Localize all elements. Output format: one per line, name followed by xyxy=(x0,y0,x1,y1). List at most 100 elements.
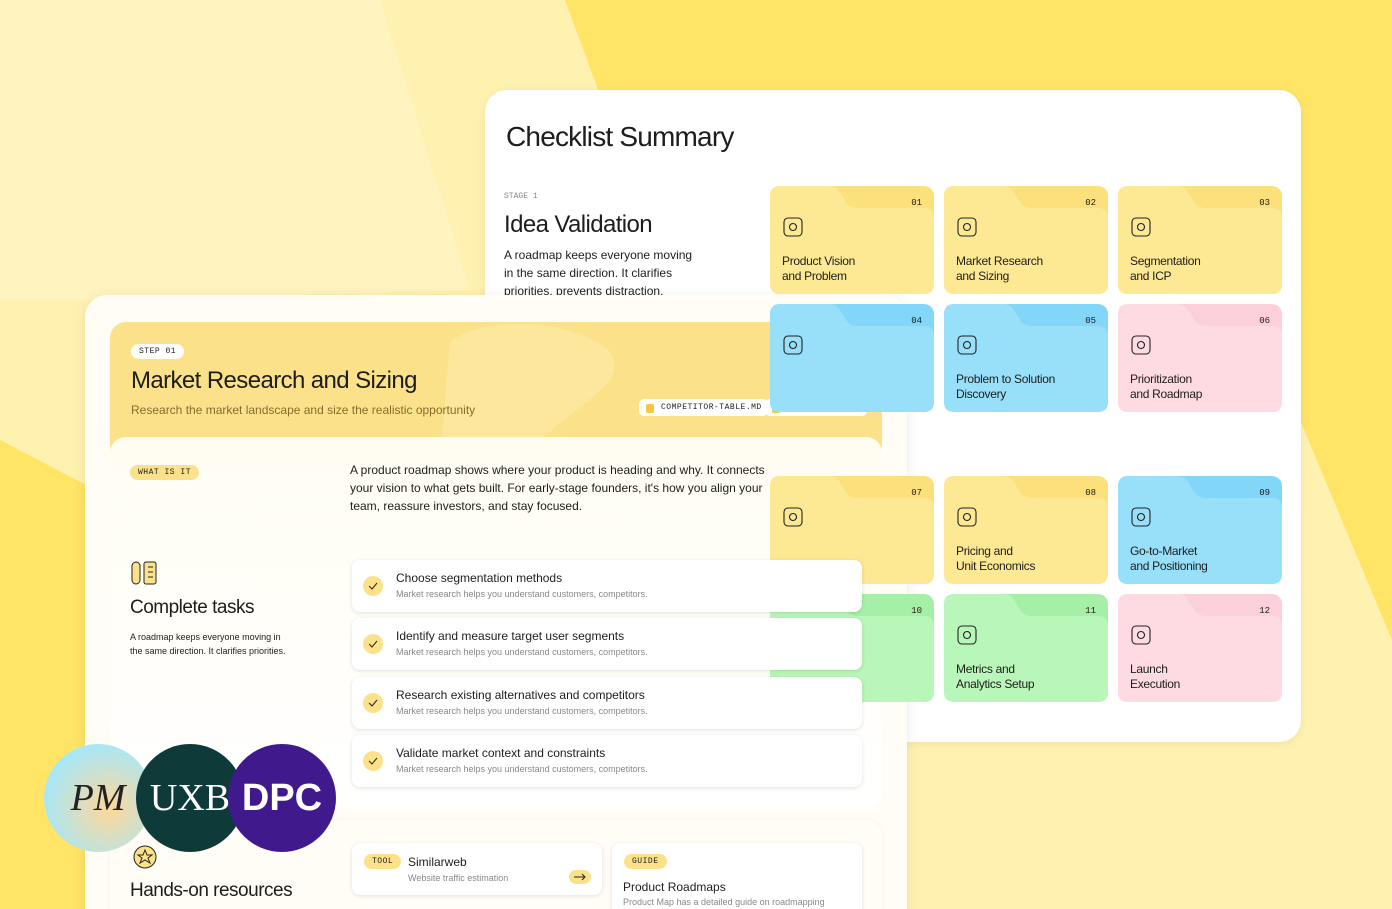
card-label: Pricing and Unit Economics xyxy=(956,544,1035,574)
card-number: 03 xyxy=(1259,198,1270,208)
resource-tag: TOOL xyxy=(364,854,402,869)
folder-card[interactable]: 05 Problem to Solution Discovery xyxy=(944,304,1108,412)
logo[interactable]: PM xyxy=(44,744,152,852)
card-label: Go-to-Market and Positioning xyxy=(1130,544,1208,574)
stage-title: Idea Validation xyxy=(504,211,653,238)
check-icon xyxy=(363,634,383,654)
card-number: 05 xyxy=(1085,316,1096,326)
folder-shape xyxy=(770,304,934,412)
tasks-title: Complete tasks xyxy=(130,597,254,618)
card-number: 10 xyxy=(911,606,922,616)
folder-shape xyxy=(1118,476,1282,584)
text-line: Go-to-Market xyxy=(1130,544,1198,558)
folder-card[interactable]: 04 xyxy=(770,304,934,412)
card-number: 06 xyxy=(1259,316,1270,326)
arrow[interactable] xyxy=(569,870,591,884)
folder-shape xyxy=(770,476,934,584)
folder-card[interactable]: 12 Launch Execution xyxy=(1118,594,1282,702)
card-label: Problem to Solution Discovery xyxy=(956,372,1055,402)
folder-shape xyxy=(944,304,1108,412)
folder-shape xyxy=(770,186,934,294)
task-title: Validate market context and constraints xyxy=(396,746,606,760)
text-line: A roadmap keeps everyone moving xyxy=(504,248,693,262)
text-line: Prioritization xyxy=(1130,372,1192,386)
text-line: and ICP xyxy=(1130,269,1172,283)
resource-title: Similarweb xyxy=(408,855,467,869)
resource-card[interactable] xyxy=(352,843,602,895)
text-line: Unit Economics xyxy=(956,559,1036,573)
card-number: 02 xyxy=(1085,198,1096,208)
file-chip[interactable]: COMPETITOR-TABLE.MD xyxy=(639,399,768,416)
folder-shape xyxy=(944,476,1108,584)
step-tag: STEP 01 xyxy=(131,344,185,359)
card-label: Market Research and Sizing xyxy=(956,254,1043,284)
task-item[interactable]: Identify and measure target user segment… xyxy=(352,618,862,670)
task-text: Market research helps you understand cus… xyxy=(396,764,648,774)
folder-card[interactable]: 09 Go-to-Market and Positioning xyxy=(1118,476,1282,584)
task-text: Market research helps you understand cus… xyxy=(396,647,648,657)
what-tag: WHAT IS IT xyxy=(130,465,200,480)
task-title: Choose segmentation methods xyxy=(396,571,563,585)
text-line: Problem to Solution xyxy=(956,372,1056,386)
folder-shape xyxy=(944,186,1108,294)
check-icon xyxy=(363,576,383,596)
card-label: Product Vision and Problem xyxy=(782,254,855,284)
resource-text: Website traffic estimation xyxy=(408,873,509,883)
card-number: 04 xyxy=(911,316,922,326)
folder-card[interactable]: 11 Metrics and Analytics Setup xyxy=(944,594,1108,702)
card-number: 11 xyxy=(1085,606,1096,616)
text-line: and Roadmap xyxy=(1130,387,1203,401)
card-number: 08 xyxy=(1085,488,1096,498)
tasks-icon xyxy=(131,561,157,585)
text-line: and Sizing xyxy=(956,269,1010,283)
card-number: 09 xyxy=(1259,488,1270,498)
folder-card[interactable]: 07 xyxy=(770,476,934,584)
text-line: Pricing and xyxy=(956,544,1013,558)
folder-shape xyxy=(944,594,1108,702)
step-subtitle: Research the market landscape and size t… xyxy=(131,403,476,417)
folder-card[interactable]: 08 Pricing and Unit Economics xyxy=(944,476,1108,584)
text-line: and Positioning xyxy=(1130,559,1208,573)
resource-title: Product Roadmaps xyxy=(623,880,726,894)
card-number: 12 xyxy=(1259,606,1270,616)
folder-card[interactable]: 01 Product Vision and Problem xyxy=(770,186,934,294)
text-line: Product Vision xyxy=(782,254,855,268)
folder-card[interactable]: 02 Market Research and Sizing xyxy=(944,186,1108,294)
check-icon xyxy=(363,751,383,771)
card-label: Prioritization and Roadmap xyxy=(1130,372,1202,402)
task-item[interactable]: Research existing alternatives and compe… xyxy=(352,677,862,729)
text-line: Analytics Setup xyxy=(956,677,1035,691)
resource-tag: GUIDE xyxy=(624,854,667,869)
what-text: A product roadmap shows where your produ… xyxy=(350,463,765,513)
step-title: Market Research and Sizing xyxy=(131,367,417,394)
folder-card[interactable]: 03 Segmentation and ICP xyxy=(1118,186,1282,294)
task-item[interactable]: Validate market context and constraints M… xyxy=(352,735,862,787)
card-label: Launch Execution xyxy=(1130,662,1180,692)
card-label: Segmentation and ICP xyxy=(1130,254,1201,284)
task-item[interactable]: Choose segmentation methods Market resear… xyxy=(352,560,862,612)
resources-title: Hands-on resources xyxy=(130,880,293,901)
resource-text: Product Map has a detailed guide on road… xyxy=(623,897,825,907)
file-icon xyxy=(646,404,654,413)
card-label: Metrics and Analytics Setup xyxy=(956,662,1035,692)
task-text: Market research helps you understand cus… xyxy=(396,706,648,716)
text-line: and Problem xyxy=(782,269,847,283)
text-line: A roadmap keeps everyone moving in xyxy=(130,632,281,642)
folder-shape xyxy=(1118,594,1282,702)
logo[interactable]: DPC xyxy=(228,744,336,852)
task-text: Market research helps you understand cus… xyxy=(396,589,648,599)
text-line: priorities, prevents distraction. xyxy=(504,284,664,298)
stage-label: STAGE 1 xyxy=(504,192,538,201)
folder-shape xyxy=(1118,186,1282,294)
text-line: in the same direction. It clarifies xyxy=(504,266,673,280)
folder-card[interactable]: 06 Prioritization and Roadmap xyxy=(1118,304,1282,412)
text-line: Market Research xyxy=(956,254,1043,268)
task-title: Identify and measure target user segment… xyxy=(396,629,625,643)
card-number: 01 xyxy=(911,198,922,208)
summary-title: Checklist Summary xyxy=(506,121,734,152)
tasks-text: A roadmap keeps everyone moving in the sa… xyxy=(130,630,286,658)
logo[interactable]: UXB xyxy=(136,744,244,852)
text-line: Execution xyxy=(1130,677,1180,691)
stage-text: A roadmap keeps everyone moving in the sa… xyxy=(504,246,692,300)
